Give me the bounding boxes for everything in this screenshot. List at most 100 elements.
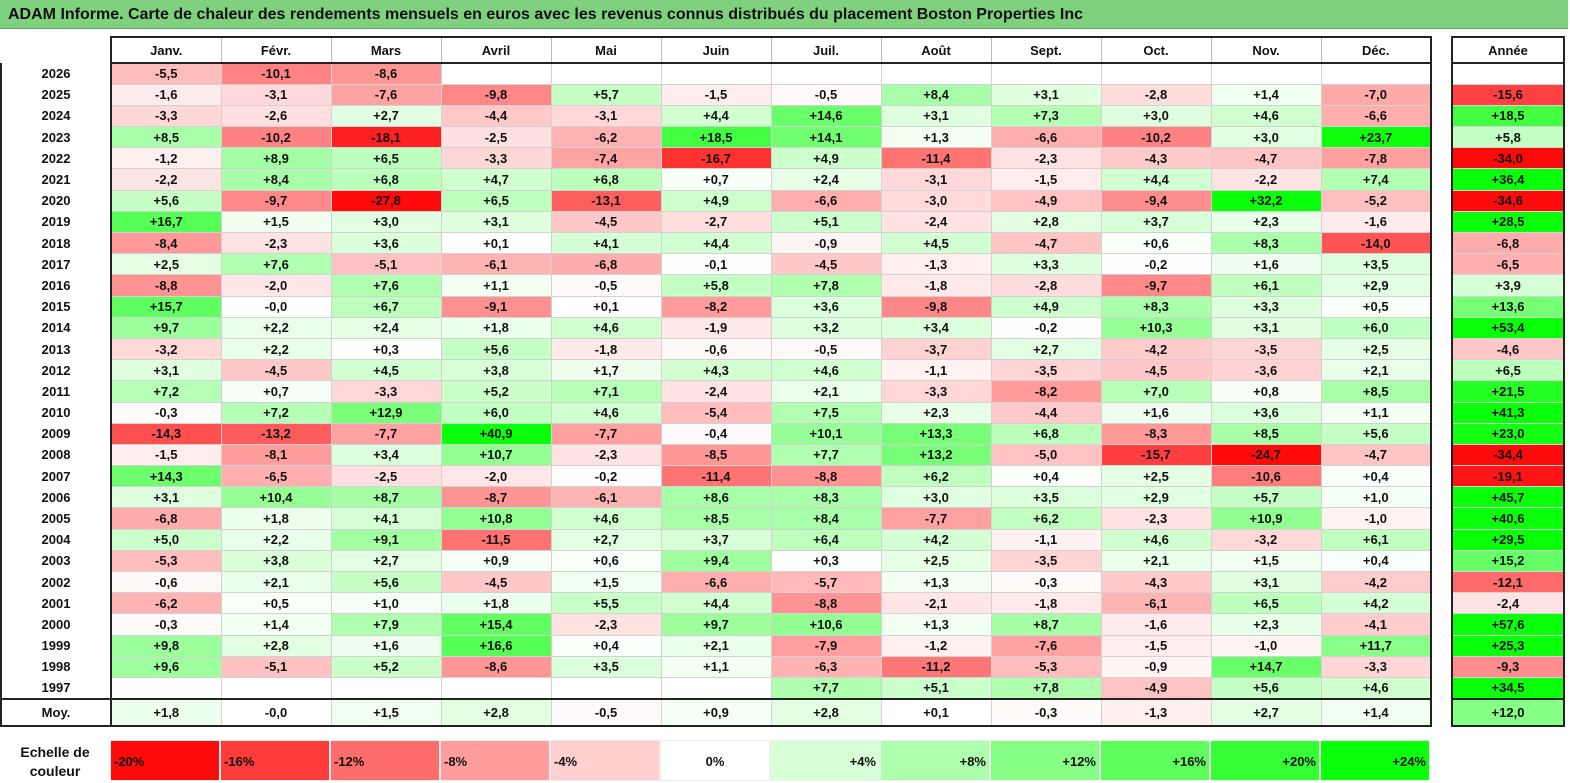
- heatmap-cell: +4,4: [660, 104, 772, 128]
- annual-cell: +40,6: [1451, 507, 1565, 530]
- heatmap-cell: -0,1: [660, 253, 772, 276]
- annual-cell: +21,5: [1451, 380, 1565, 403]
- heatmap-cell: -6,1: [550, 486, 662, 509]
- heatmap-cell: +0,4: [550, 634, 662, 657]
- heatmap-cell: -7,7: [880, 507, 992, 530]
- year-row: 2001 -6,2 +0,5 +1,0 +1,8 +5,5 +4,4 -8,8 -2,1 -1,8…: [0, 592, 1432, 615]
- heatmap-cell: +5,6: [1210, 676, 1322, 700]
- heatmap-cell: +2,9: [1100, 486, 1212, 509]
- heatmap-cell: +9,4: [660, 549, 772, 573]
- heatmap-cell: +10,1: [770, 422, 882, 445]
- heatmap-cell: +2,1: [1320, 359, 1432, 382]
- annual-row: +34,5: [1451, 676, 1565, 700]
- heatmap-cell: +0,3: [770, 549, 882, 573]
- heatmap-cell: +3,6: [770, 295, 882, 318]
- heatmap-cell: +2,7: [330, 104, 442, 128]
- heatmap-cell: -0,6: [110, 570, 222, 594]
- heatmap-cell: -7,8: [1320, 147, 1432, 170]
- annual-cell: +29,5: [1451, 528, 1565, 551]
- heatmap-cell: -3,3: [1320, 655, 1432, 678]
- heatmap-cell: -1,8: [990, 592, 1102, 615]
- heatmap-cell: +3,4: [880, 316, 992, 339]
- heatmap-cell: +3,0: [1210, 126, 1322, 149]
- annual-cell: +53,4: [1451, 316, 1565, 339]
- heatmap-cell: +3,7: [660, 528, 772, 551]
- heatmap-cell: -1,0: [1210, 634, 1322, 657]
- heatmap-cell: +0,7: [220, 380, 332, 403]
- heatmap-cell: +1,5: [550, 570, 662, 594]
- heatmap-cell: +0,4: [1320, 549, 1432, 573]
- heatmap-cell: +11,7: [1320, 634, 1432, 657]
- annual-cell: +18,5: [1451, 104, 1565, 128]
- annual-cell: -34,6: [1451, 189, 1565, 212]
- heatmap-cell: +16,6: [440, 634, 552, 657]
- annual-cell: +25,3: [1451, 634, 1565, 657]
- heatmap-cell: +5,1: [770, 210, 882, 234]
- year-label: 1997: [0, 677, 112, 699]
- heatmap-cell: +8,4: [880, 83, 992, 106]
- color-scale-step: 0%: [660, 740, 770, 781]
- year-label: 2015: [0, 296, 112, 318]
- heatmap-cell: +2,1: [770, 380, 882, 403]
- year-row: 2006 +3,1 +10,4 +8,7 -8,7 -6,1 +8,6 +8,3 +3,0 +3,…: [0, 486, 1432, 509]
- year-label: 2012: [0, 359, 112, 381]
- heatmap-cell: -3,2: [110, 337, 222, 361]
- heatmap-cell: +6,1: [1320, 528, 1432, 551]
- average-cell: -1,3: [1100, 697, 1212, 727]
- year-label: 2017: [0, 253, 112, 275]
- heatmap-cell: +10,8: [440, 507, 552, 530]
- heatmap-cell: -6,6: [770, 189, 882, 212]
- annual-cell: +15,2: [1451, 549, 1565, 573]
- heatmap-cell: -1,2: [110, 147, 222, 170]
- year-row: 2014 +9,7 +2,2 +2,4 +1,8 +4,6 -1,9 +3,2 +3,4 -0,2…: [0, 316, 1432, 339]
- heatmap-cell: -4,7: [990, 231, 1102, 255]
- heatmap-cell: +10,7: [440, 443, 552, 467]
- average-cell: +2,8: [770, 697, 882, 727]
- annual-row: -19,1: [1451, 465, 1565, 488]
- heatmap-cell: -2,2: [1210, 168, 1322, 191]
- heatmap-cell: +5,0: [110, 528, 222, 551]
- heatmap-cell: -7,7: [330, 422, 442, 445]
- heatmap-cell: -7,7: [550, 422, 662, 445]
- color-scale-step: +12%: [990, 740, 1100, 781]
- heatmap-cell: -2,3: [220, 231, 332, 255]
- corner-cell: [1, 37, 111, 63]
- heatmap-cell: -10,6: [1210, 465, 1322, 488]
- heatmap-cell: +4,6: [1320, 676, 1432, 700]
- heatmap-cell: +1,5: [220, 210, 332, 234]
- heatmap-cell: +7,6: [330, 274, 442, 297]
- heatmap-cell: -4,2: [1320, 570, 1432, 594]
- heatmap-cell: -1,5: [110, 443, 222, 467]
- year-label: 2019: [0, 211, 112, 233]
- average-cell: -0,5: [550, 697, 662, 727]
- heatmap-cell: +2,5: [880, 549, 992, 573]
- heatmap-cell: -3,3: [110, 104, 222, 128]
- heatmap-cell: -8,3: [1100, 422, 1212, 445]
- heatmap-cell: [880, 62, 992, 85]
- heatmap-cell: -13,1: [550, 189, 662, 212]
- heatmap-cell: -2,7: [660, 210, 772, 234]
- heatmap-cell: -2,3: [550, 443, 662, 467]
- annual-row: +25,3: [1451, 634, 1565, 657]
- heatmap-cell: -7,9: [770, 634, 882, 657]
- heatmap-cell: -3,5: [990, 359, 1102, 382]
- heatmap-cell: +1,3: [880, 613, 992, 636]
- heatmap-cell: +1,4: [220, 613, 332, 636]
- heatmap-cell: -3,7: [880, 337, 992, 361]
- year-row: 2016 -8,8 -2,0 +7,6 +1,1 -0,5 +5,8 +7,8 -1,8 -2,8…: [0, 274, 1432, 297]
- year-row: 2003 -5,3 +3,8 +2,7 +0,9 +0,6 +9,4 +0,3 +2,5 -3,5…: [0, 549, 1432, 573]
- heatmap-cell: -6,1: [1100, 592, 1212, 615]
- heatmap-cell: -5,2: [1320, 189, 1432, 212]
- heatmap-cell: +1,8: [220, 507, 332, 530]
- annual-cell: +23,0: [1451, 422, 1565, 445]
- color-scale-step: -16%: [220, 740, 330, 781]
- heatmap-cell: -3,3: [330, 380, 442, 403]
- annual-row: -34,4: [1451, 443, 1565, 467]
- heatmap-cell: +3,1: [110, 359, 222, 382]
- heatmap-cell: +13,2: [880, 443, 992, 467]
- color-scale-step: +8%: [880, 740, 990, 781]
- heatmap-cell: -5,5: [110, 62, 222, 85]
- year-label: 2024: [0, 105, 112, 127]
- year-label: 2026: [0, 63, 112, 85]
- annual-row: -4,6: [1451, 337, 1565, 361]
